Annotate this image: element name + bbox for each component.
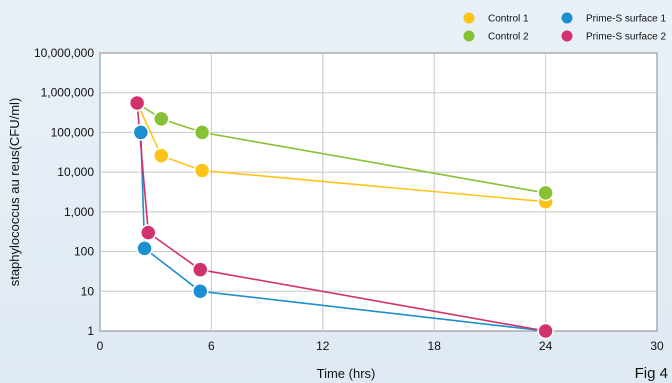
y-tick-label: 1,000: [64, 205, 94, 219]
series-line-3: [140, 132, 546, 332]
y-tick-label: 100,000: [51, 125, 95, 139]
data-point: [128, 94, 146, 112]
figure-label: Fig 4: [635, 365, 668, 382]
x-axis-title: Time (hrs): [317, 366, 376, 381]
x-axis: 0 6 12 18 24 30: [97, 339, 664, 353]
series-line-4: [136, 102, 546, 332]
y-tick-label: 10,000,000: [34, 46, 94, 60]
data-point: [193, 162, 211, 179]
legend-label: Prime-S surface 1: [586, 14, 666, 25]
y-tick-label: 10: [81, 284, 95, 298]
legend: Control 1 Prime-S surface 1 Control 2 Prime…: [463, 12, 666, 43]
legend-label: Prime-S surface 2: [586, 32, 666, 43]
y-tick-label: 10,000: [57, 165, 94, 179]
series-lines: [136, 102, 546, 332]
x-tick-label: 12: [316, 339, 330, 353]
x-tick-label: 30: [650, 339, 664, 353]
series-line-2: [136, 102, 546, 194]
y-axis: 1 10 100 1,000 10,000 100,000 1,000,000 10,000,…: [34, 46, 94, 338]
x-tick-label: 18: [428, 339, 442, 353]
data-point: [192, 261, 209, 278]
legend-marker: [463, 30, 475, 42]
x-tick-label: 24: [539, 339, 553, 353]
legend-marker: [561, 30, 573, 42]
series-markers: [128, 94, 554, 340]
gridlines: [100, 53, 657, 331]
legend-marker: [463, 12, 475, 24]
x-tick-label: 6: [208, 339, 215, 353]
x-tick-label: 0: [97, 339, 104, 353]
data-point: [153, 147, 170, 164]
y-tick-label: 1: [87, 324, 94, 338]
data-point: [537, 322, 554, 340]
data-point: [537, 184, 554, 202]
y-axis-title: staphylococcus au reus(CFU/ml): [7, 98, 22, 287]
data-point: [193, 124, 211, 141]
data-point: [192, 283, 209, 300]
legend-marker: [561, 12, 573, 24]
data-point: [132, 124, 150, 141]
data-point: [153, 110, 170, 128]
data-point: [140, 224, 157, 241]
data-point: [136, 240, 153, 257]
y-tick-label: 100: [74, 245, 94, 259]
y-tick-label: 1,000,000: [41, 86, 95, 100]
plot-area: [99, 52, 658, 332]
legend-label: Control 1: [488, 14, 529, 25]
series-line-1: [136, 102, 546, 203]
legend-label: Control 2: [488, 32, 529, 43]
